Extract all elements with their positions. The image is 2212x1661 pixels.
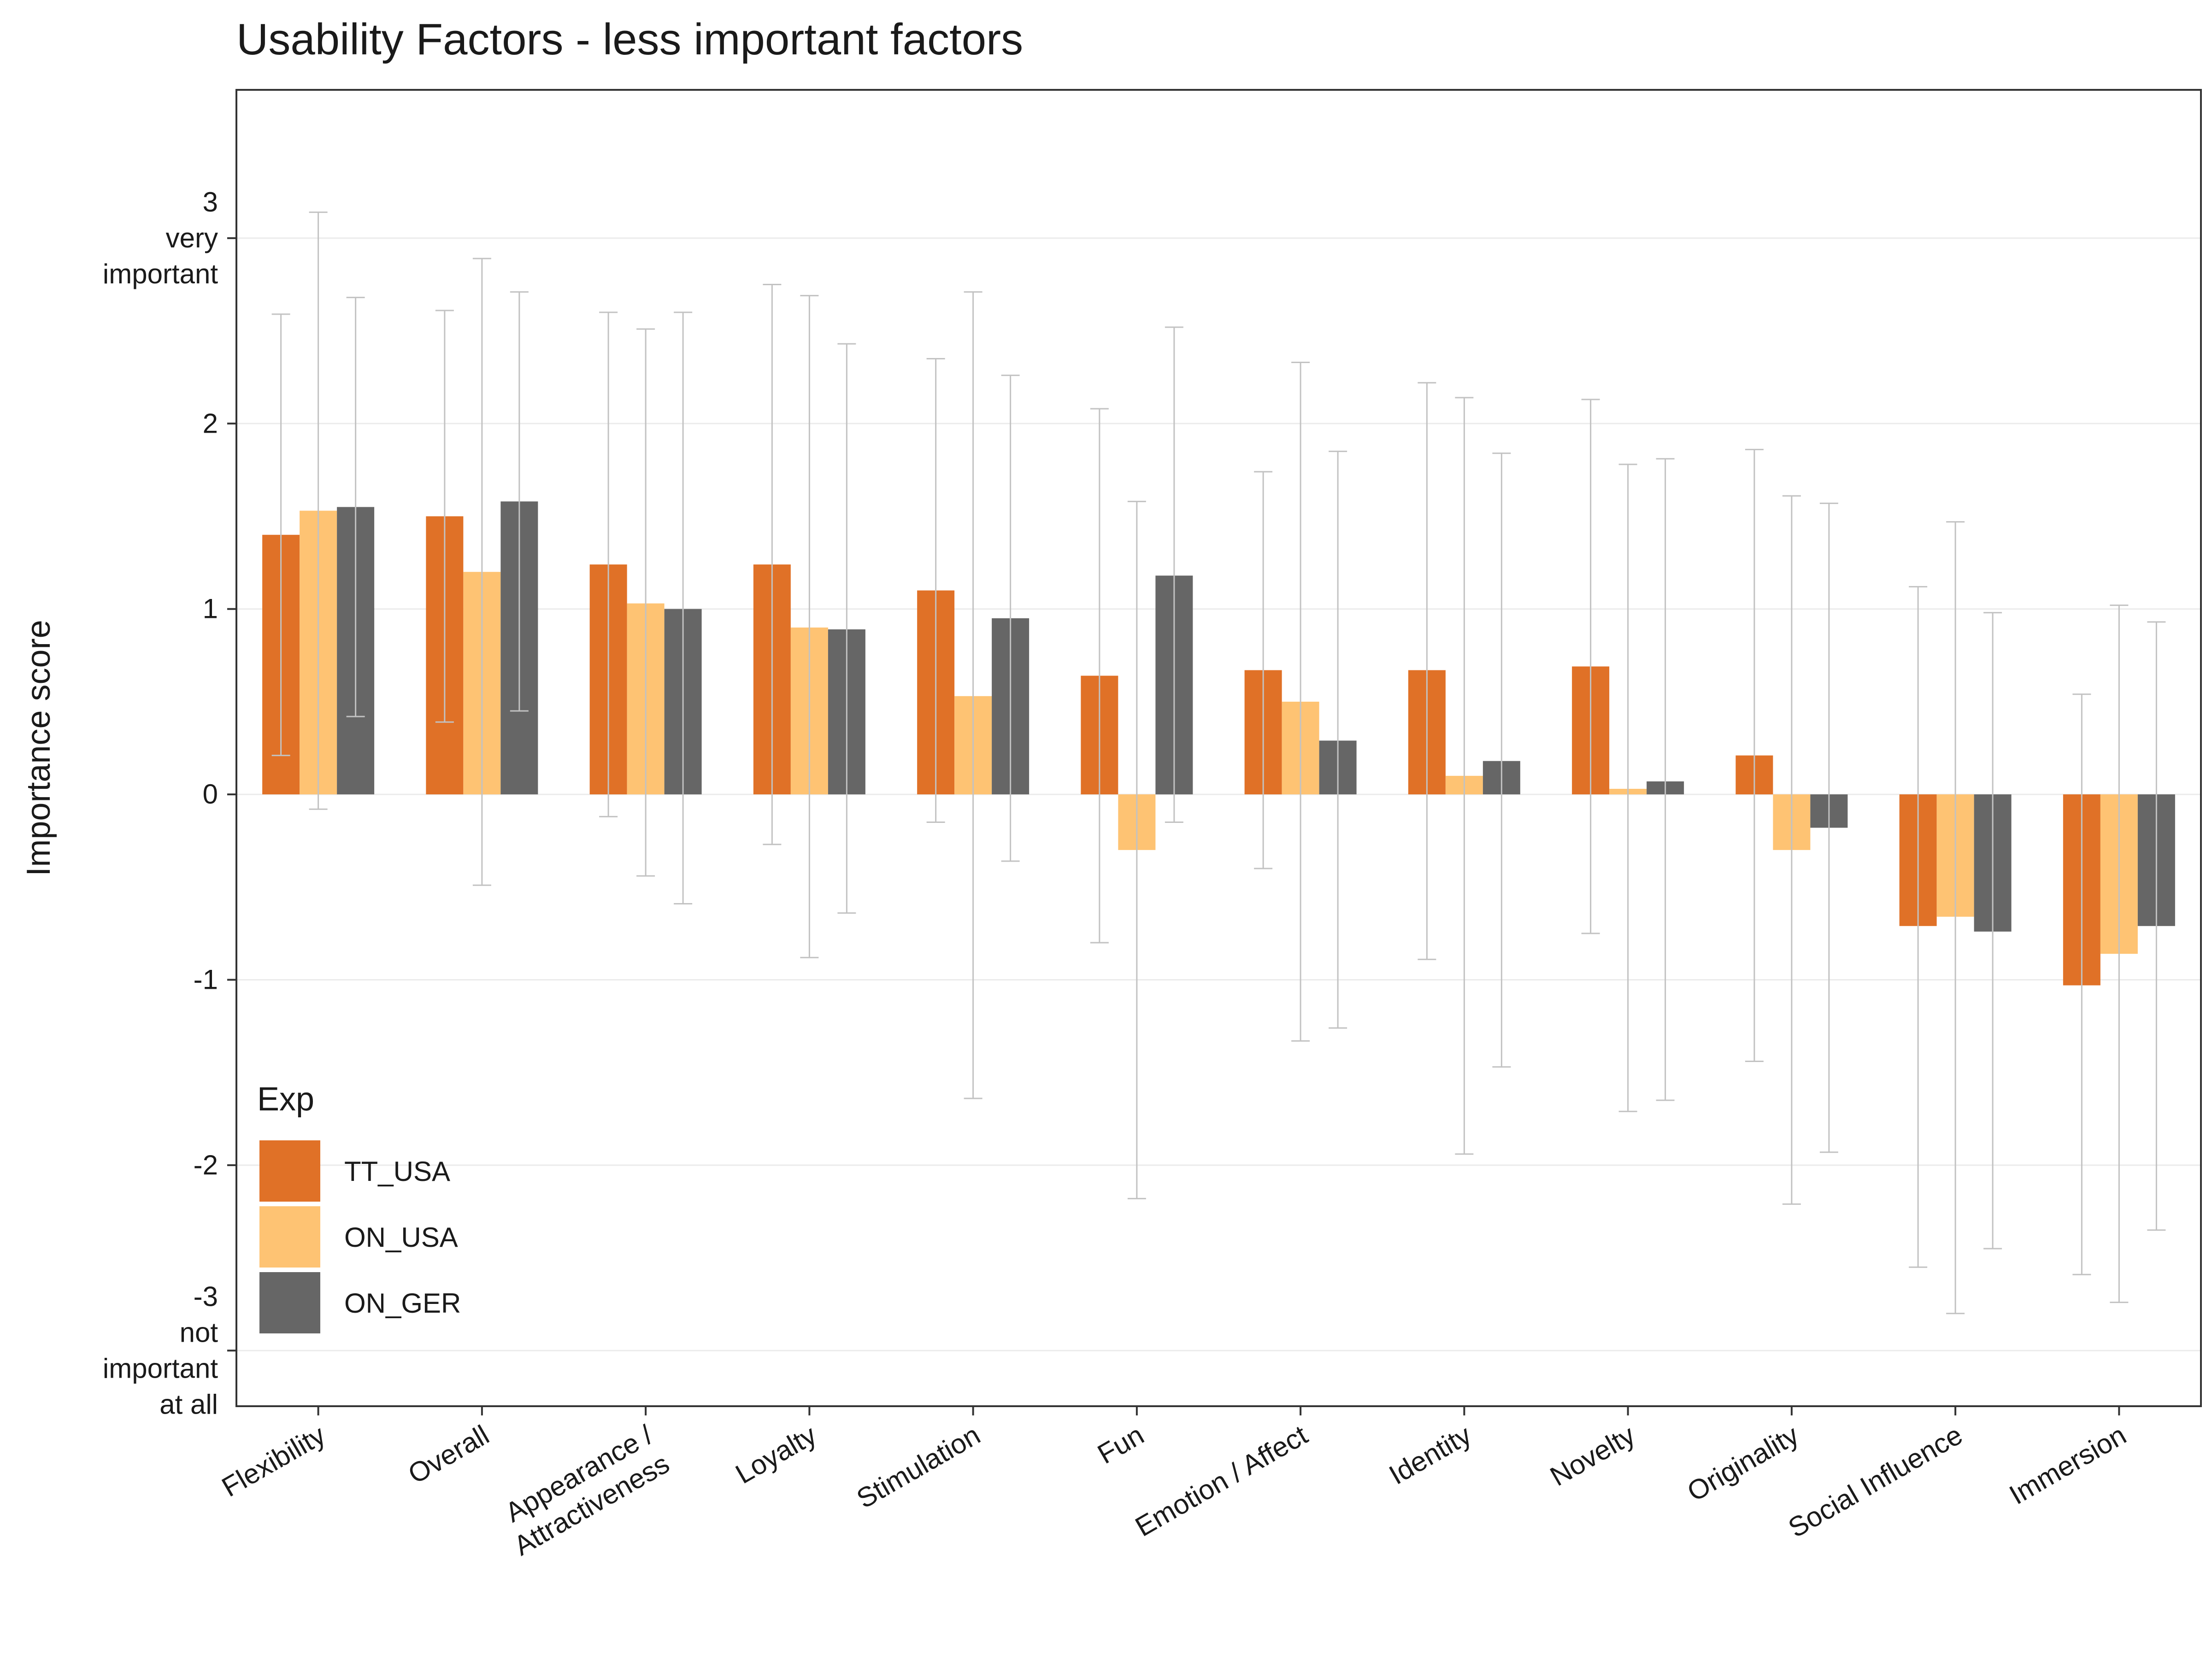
error-bar-ON_GER-8 bbox=[1656, 458, 1675, 1101]
legend-item-ON_USA: ON_USA bbox=[259, 1206, 458, 1268]
error-bar-ON_GER-11 bbox=[2147, 621, 2166, 1231]
legend-item-ON_GER: ON_GER bbox=[259, 1272, 461, 1333]
error-bar-ON_USA-9 bbox=[1782, 495, 1801, 1205]
x-tick-label-3: Loyalty bbox=[730, 1419, 822, 1490]
legend-label-ON_GER: ON_GER bbox=[344, 1288, 461, 1319]
x-tick-label-0: Flexibility bbox=[217, 1419, 330, 1503]
y-tick-label-4: -1 bbox=[194, 964, 218, 995]
x-tick-label-1: Overall bbox=[403, 1419, 494, 1490]
y-tick-label-0: 3 very important bbox=[103, 187, 218, 289]
y-axis-label: Importance score bbox=[20, 620, 57, 876]
error-bar-ON_GER-2 bbox=[674, 311, 693, 905]
legend-item-TT_USA: TT_USA bbox=[259, 1140, 450, 1202]
error-bar-ON_USA-8 bbox=[1618, 464, 1637, 1112]
error-bar-TT_USA-4 bbox=[926, 358, 945, 823]
error-bar-ON_USA-6 bbox=[1291, 362, 1310, 1042]
x-tick-label-9: Originality bbox=[1682, 1419, 1804, 1507]
legend-title: Exp bbox=[257, 1081, 314, 1118]
error-bar-ON_GER-5 bbox=[1165, 326, 1183, 823]
y-tick-label-5: -2 bbox=[194, 1150, 218, 1180]
x-tick-label-11: Immersion bbox=[2004, 1419, 2131, 1510]
error-bar-TT_USA-2 bbox=[599, 311, 618, 817]
x-tick-label-4: Stimulation bbox=[852, 1419, 986, 1514]
error-bar-ON_USA-7 bbox=[1455, 397, 1474, 1155]
error-bar-ON_GER-1 bbox=[510, 291, 529, 712]
y-tick-label-3: 0 bbox=[203, 779, 218, 810]
legend-label-TT_USA: TT_USA bbox=[344, 1156, 450, 1187]
legend: Exp TT_USA ON_USA ON_GER bbox=[257, 1081, 461, 1333]
error-bar-ON_USA-11 bbox=[2110, 605, 2129, 1303]
error-bar-ON_GER-10 bbox=[1983, 612, 2002, 1250]
x-tick-label-8: Novelty bbox=[1545, 1419, 1640, 1492]
plot-panel-border bbox=[235, 89, 2202, 1407]
error-bar-TT_USA-7 bbox=[1418, 382, 1436, 960]
legend-label-ON_USA: ON_USA bbox=[344, 1222, 458, 1253]
x-tick-label-5: Fun bbox=[1092, 1419, 1149, 1470]
x-tick-label-10: Social Influence bbox=[1783, 1419, 1967, 1544]
grid-lines bbox=[236, 237, 2201, 1351]
chart-title: Usability Factors - less important facto… bbox=[236, 15, 1023, 64]
y-tick-label-6: -3 not important at all bbox=[103, 1281, 218, 1420]
legend-key-ON_GER bbox=[259, 1272, 320, 1333]
error-bar-ON_GER-7 bbox=[1492, 452, 1511, 1068]
error-bar-TT_USA-11 bbox=[2072, 693, 2091, 1275]
x-tick-label-2: Appearance /Attractiveness bbox=[492, 1419, 675, 1561]
error-bar-TT_USA-5 bbox=[1090, 408, 1109, 944]
error-bar-ON_GER-3 bbox=[837, 343, 856, 914]
error-bar-TT_USA-8 bbox=[1581, 399, 1600, 934]
error-bar-ON_GER-4 bbox=[1001, 375, 1020, 862]
error-bar-ON_GER-0 bbox=[346, 297, 365, 717]
error-bar-ON_GER-9 bbox=[1819, 502, 1838, 1153]
error-bar-ON_USA-0 bbox=[309, 211, 328, 810]
x-tick-label-7: Identity bbox=[1384, 1419, 1477, 1491]
y-axis: 3 very important 2 1 0 -1 -2 -3 not important at al… bbox=[103, 187, 236, 1420]
error-bar-ON_USA-5 bbox=[1127, 500, 1146, 1199]
error-bar-TT_USA-3 bbox=[763, 284, 782, 845]
bars bbox=[262, 501, 2175, 986]
error-bar-ON_USA-4 bbox=[964, 291, 982, 1099]
legend-key-ON_USA bbox=[259, 1206, 320, 1268]
error-bars bbox=[271, 211, 2166, 1315]
error-bar-TT_USA-0 bbox=[271, 313, 290, 757]
error-bar-TT_USA-6 bbox=[1254, 471, 1273, 869]
y-tick-label-2: 1 bbox=[203, 593, 218, 624]
error-bar-TT_USA-9 bbox=[1745, 449, 1764, 1062]
error-bar-ON_USA-2 bbox=[636, 328, 655, 877]
legend-key-TT_USA bbox=[259, 1140, 320, 1202]
error-bar-TT_USA-1 bbox=[435, 310, 454, 723]
x-axis: Flexibility Overall Appearance /Attractive… bbox=[217, 1406, 2131, 1561]
y-tick-label-1: 2 bbox=[203, 408, 218, 439]
error-bar-ON_GER-6 bbox=[1329, 451, 1347, 1029]
x-tick-label-6: Emotion / Affect bbox=[1130, 1419, 1313, 1543]
error-bar-ON_USA-10 bbox=[1946, 521, 1965, 1315]
error-bar-ON_USA-1 bbox=[472, 258, 491, 886]
error-bar-ON_USA-3 bbox=[800, 295, 819, 958]
error-bar-TT_USA-10 bbox=[1909, 586, 1928, 1268]
